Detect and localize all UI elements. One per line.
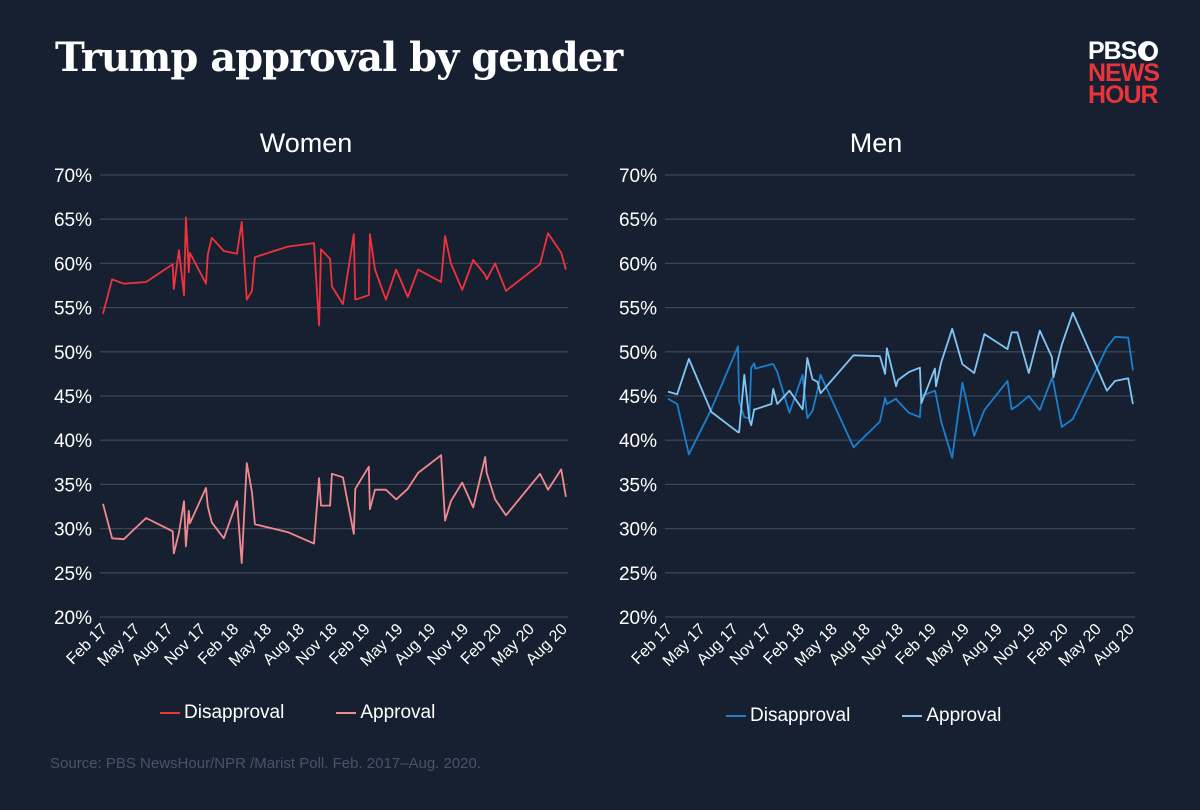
legend-swatch (902, 715, 923, 717)
legend-label: Approval (360, 702, 436, 723)
legend-label: Approval (926, 705, 1002, 726)
y-tick-label: 45% (54, 387, 92, 408)
source-note: Source: PBS NewsHour/NPR /Marist Poll. F… (50, 755, 482, 772)
legend-swatch (160, 712, 180, 714)
pbs-newshour-logo: PBS NEWS HOUR (1088, 37, 1168, 109)
y-tick-label: 40% (619, 431, 657, 452)
y-tick-label: 70% (619, 166, 657, 187)
y-tick-label: 20% (54, 608, 92, 629)
legend-item-approval: Approval (902, 705, 1001, 727)
legend-men: Disapproval Approval (726, 705, 1053, 727)
legend-swatch (726, 715, 746, 717)
panel-title: Women (260, 128, 353, 158)
y-tick-label: 60% (54, 254, 92, 275)
legend-swatch (336, 712, 357, 714)
series-line-approval (667, 312, 1134, 434)
y-tick-label: 35% (619, 475, 657, 496)
series-line-disapproval (102, 216, 567, 327)
chart-title: Trump approval by gender (55, 34, 623, 81)
legend-item-disapproval: Disapproval (726, 705, 850, 727)
series-line-disapproval (667, 335, 1134, 459)
logo-hour: HOUR (1088, 81, 1159, 109)
y-tick-label: 30% (54, 520, 92, 541)
logo-text: PBS (1088, 37, 1137, 65)
y-tick-label: 50% (54, 343, 92, 364)
y-tick-label: 65% (54, 210, 92, 231)
y-tick-label: 60% (619, 254, 657, 275)
y-tick-label: 20% (619, 608, 657, 629)
y-tick-label: 55% (54, 299, 92, 320)
legend-label: Disapproval (184, 702, 285, 723)
legend-item-approval: Approval (336, 702, 435, 724)
y-tick-label: 45% (619, 387, 657, 408)
y-tick-label: 40% (54, 431, 92, 452)
y-tick-label: 50% (619, 343, 657, 364)
y-tick-label: 55% (619, 299, 657, 320)
series-line-approval (102, 454, 567, 564)
legend-item-disapproval: Disapproval (160, 702, 284, 724)
legend-women: Disapproval Approval (160, 702, 487, 724)
y-tick-label: 25% (54, 564, 92, 585)
pbs-head-icon (1138, 41, 1159, 61)
y-tick-label: 35% (54, 475, 92, 496)
y-tick-label: 65% (619, 210, 657, 231)
panel-title: Men (850, 128, 903, 158)
y-tick-label: 25% (619, 564, 657, 585)
legend-label: Disapproval (750, 705, 851, 726)
y-tick-label: 30% (619, 520, 657, 541)
logo-news: NEWS (1088, 59, 1160, 87)
logo-pbs: PBS (1088, 37, 1168, 65)
y-tick-label: 70% (54, 166, 92, 187)
